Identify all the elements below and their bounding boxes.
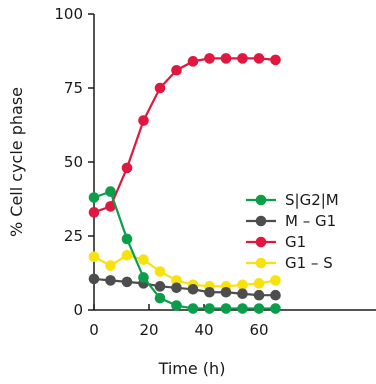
data-point xyxy=(138,254,149,265)
data-point xyxy=(154,281,166,292)
data-point xyxy=(121,276,133,288)
data-point xyxy=(88,273,100,285)
data-point xyxy=(270,289,281,301)
series-line xyxy=(93,277,276,297)
data-point xyxy=(88,192,100,203)
legend-label: S|G2|M xyxy=(285,191,339,209)
x-tick-label: 40 xyxy=(194,321,213,339)
data-point xyxy=(105,260,116,271)
x-axis-title: Time (h) xyxy=(158,359,226,378)
data-point xyxy=(171,275,182,286)
data-point xyxy=(204,303,215,314)
data-point xyxy=(154,266,166,277)
axes: 0 25 50 75 100 0 20 40 60 xyxy=(54,5,376,339)
data-point xyxy=(121,233,133,245)
data-point xyxy=(204,286,215,298)
data-point xyxy=(171,300,182,311)
y-axis-title: % Cell cycle phase xyxy=(7,87,26,237)
data-point xyxy=(121,162,133,174)
data-point xyxy=(237,279,248,291)
data-point xyxy=(237,53,248,64)
x-tick-label: 0 xyxy=(89,321,99,339)
data-point xyxy=(220,53,232,64)
data-point xyxy=(220,303,232,314)
y-tick-label: 75 xyxy=(64,79,83,97)
data-point xyxy=(154,292,166,304)
data-point xyxy=(270,54,281,66)
legend-swatch-marker xyxy=(255,257,267,269)
data-point xyxy=(253,289,265,301)
data-point xyxy=(171,64,182,76)
series-2 xyxy=(88,53,281,218)
series-layer xyxy=(88,53,281,314)
series-0 xyxy=(88,186,281,314)
y-tick-label: 0 xyxy=(73,301,83,319)
data-point xyxy=(187,283,199,295)
legend-label: G1 – S xyxy=(285,254,333,272)
legend-item: M – G1 xyxy=(246,212,336,230)
data-point xyxy=(121,249,133,261)
legend-item: G1 – S xyxy=(246,254,333,272)
legend-swatch-marker xyxy=(255,236,267,248)
data-point xyxy=(105,275,116,286)
data-point xyxy=(253,278,265,289)
data-point xyxy=(204,53,215,64)
x-tick-label: 20 xyxy=(139,321,158,339)
data-point xyxy=(237,303,248,314)
data-point xyxy=(220,286,232,298)
legend-swatch-marker xyxy=(255,194,267,206)
legend: S|G2|M M – G1 G1 G1 – S xyxy=(246,191,339,272)
data-point xyxy=(171,282,182,294)
series-line xyxy=(93,57,276,214)
data-point xyxy=(237,288,248,300)
data-point xyxy=(154,82,166,94)
data-point xyxy=(88,207,100,218)
y-tick-label: 100 xyxy=(54,5,83,23)
data-point xyxy=(187,56,199,67)
data-point xyxy=(187,303,199,314)
legend-label: G1 xyxy=(285,233,306,251)
series-1 xyxy=(88,273,281,301)
data-point xyxy=(253,303,265,314)
legend-item: S|G2|M xyxy=(246,191,339,209)
x-tick-label: 60 xyxy=(249,321,268,339)
data-point xyxy=(253,53,265,64)
data-point xyxy=(105,201,116,212)
legend-item: G1 xyxy=(246,233,306,251)
series-line xyxy=(93,190,276,310)
legend-label: M – G1 xyxy=(285,212,336,230)
legend-swatch-marker xyxy=(255,215,267,227)
data-point xyxy=(270,275,281,286)
data-point xyxy=(105,186,116,197)
data-point xyxy=(270,303,281,314)
data-point xyxy=(88,251,100,263)
series-3 xyxy=(88,249,281,292)
data-point xyxy=(138,115,149,126)
y-tick-label: 50 xyxy=(64,153,83,171)
data-point xyxy=(138,272,149,283)
y-tick-label: 25 xyxy=(64,227,83,245)
